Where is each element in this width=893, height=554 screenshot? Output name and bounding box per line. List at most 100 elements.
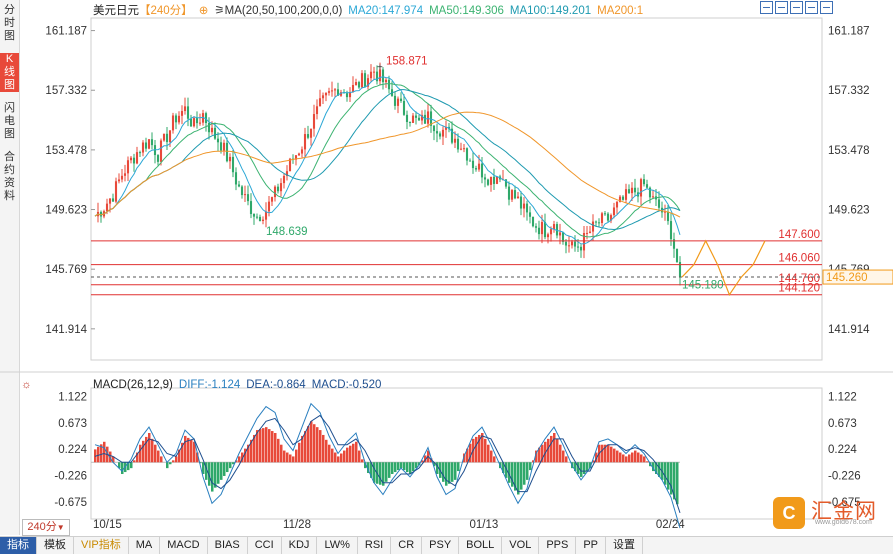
- macd-bar: [247, 444, 250, 463]
- macd-bar: [136, 452, 139, 463]
- indicator-tab-12[interactable]: BOLL: [459, 537, 503, 554]
- price-tick-label-right: 161.187: [828, 26, 870, 38]
- macd-settings-icon[interactable]: ☼: [21, 379, 32, 391]
- ma-settings-icon[interactable]: ⚞: [214, 5, 225, 17]
- candle-body: [399, 98, 403, 102]
- macd-bar: [634, 450, 637, 463]
- move-right-icon[interactable]: [805, 1, 818, 14]
- indicator-tab-4[interactable]: MACD: [160, 537, 208, 554]
- candle-body: [474, 168, 478, 170]
- candle-body: [165, 133, 169, 143]
- macd-bar: [394, 462, 397, 473]
- candle-body: [198, 122, 202, 124]
- symbol-name: 美元日元: [93, 5, 139, 17]
- candle-body: [273, 186, 277, 198]
- indicator-tab-0[interactable]: 指标: [0, 537, 37, 554]
- macd-bar: [544, 441, 547, 463]
- indicator-tab-2[interactable]: VIP指标: [74, 537, 129, 554]
- side-tab-0[interactable]: 分时图: [0, 4, 19, 43]
- indicator-tab-16[interactable]: 设置: [606, 537, 644, 554]
- candle-body: [336, 89, 340, 96]
- last-low-annotation: 145.180: [682, 279, 724, 291]
- candle-body: [117, 179, 121, 182]
- indicator-tab-1[interactable]: 模板: [37, 537, 74, 554]
- candle-body: [552, 224, 556, 230]
- indicator-tab-8[interactable]: LW%: [317, 537, 358, 554]
- macd-bar: [250, 439, 253, 463]
- candle-body: [678, 262, 682, 277]
- side-tab-char: K: [5, 53, 14, 65]
- candle-body: [327, 91, 331, 93]
- candle-body: [564, 241, 568, 246]
- candle-body: [606, 213, 610, 221]
- macd-bar: [628, 454, 631, 463]
- indicator-tab-7[interactable]: KDJ: [282, 537, 318, 554]
- kline-chart[interactable]: 161.187 161.187 157.332 157.332 153.478 153.4…: [0, 0, 893, 536]
- indicator-tab-6[interactable]: CCI: [248, 537, 282, 554]
- macd-bar: [244, 448, 247, 463]
- side-tab-char: 时: [4, 17, 15, 29]
- indicator-tab-11[interactable]: PSY: [422, 537, 460, 554]
- date-label: 01/13: [469, 519, 498, 531]
- indicator-tab-15[interactable]: PP: [576, 537, 607, 554]
- indicator-tab-5[interactable]: BIAS: [208, 537, 248, 554]
- macd-bar: [529, 462, 532, 471]
- macd-bar: [304, 431, 307, 463]
- candle-body: [381, 69, 385, 83]
- macd-bar: [169, 462, 172, 465]
- macd-bar: [253, 434, 256, 463]
- candle-body: [405, 114, 409, 123]
- crosshair-icon[interactable]: ⊕: [198, 5, 209, 17]
- macd-bar: [652, 462, 655, 472]
- macd-bar: [637, 452, 640, 463]
- macd-bar: [586, 462, 589, 472]
- candle-body: [231, 156, 235, 173]
- macd-bar: [319, 430, 322, 463]
- candle-body: [627, 189, 631, 194]
- candle-body: [237, 184, 241, 187]
- indicator-tab-10[interactable]: CR: [391, 537, 423, 554]
- macd-bar: [535, 450, 538, 463]
- candle-body: [462, 148, 466, 150]
- candle-body: [174, 115, 178, 123]
- zoom-in-icon[interactable]: [760, 1, 773, 14]
- fullscreen-icon[interactable]: [820, 1, 833, 14]
- period-selector[interactable]: 240分▼: [22, 519, 70, 536]
- candle-body: [516, 196, 520, 199]
- candle-body: [183, 106, 187, 112]
- candle-body: [333, 89, 337, 91]
- candle-body: [360, 73, 364, 88]
- candle-body: [450, 128, 454, 143]
- macd-value: MACD:-0.520: [311, 379, 382, 391]
- side-tab-3[interactable]: 合约资料: [0, 151, 19, 203]
- indicator-tab-9[interactable]: RSI: [358, 537, 392, 554]
- candle-body: [210, 127, 214, 133]
- macd-bar: [145, 436, 148, 463]
- candle-body: [507, 186, 511, 200]
- zoom-out-icon[interactable]: [775, 1, 788, 14]
- move-left-icon[interactable]: [790, 1, 803, 14]
- candle-body: [195, 118, 199, 124]
- macd-bar: [271, 431, 274, 463]
- indicator-tab-14[interactable]: PPS: [539, 537, 577, 554]
- macd-bar: [604, 444, 607, 463]
- macd-bar: [445, 462, 448, 486]
- macd-bar: [574, 462, 577, 472]
- indicator-tab-3[interactable]: MA: [129, 537, 161, 554]
- macd-bar: [511, 462, 514, 487]
- candle-body: [582, 233, 586, 251]
- indicator-tab-13[interactable]: VOL: [502, 537, 540, 554]
- macd-bar: [322, 434, 325, 463]
- macd-bar: [457, 462, 460, 472]
- candle-body: [510, 190, 514, 200]
- candle-body: [156, 155, 160, 162]
- date-label: 02/24: [656, 519, 685, 531]
- macd-bar: [646, 461, 649, 463]
- side-tab-2[interactable]: 闪电图: [0, 102, 19, 141]
- candle-body: [486, 179, 490, 185]
- candle-body: [363, 73, 367, 87]
- candle-body: [339, 92, 343, 96]
- candle-body: [465, 148, 469, 161]
- side-tab-char: 电: [4, 115, 15, 127]
